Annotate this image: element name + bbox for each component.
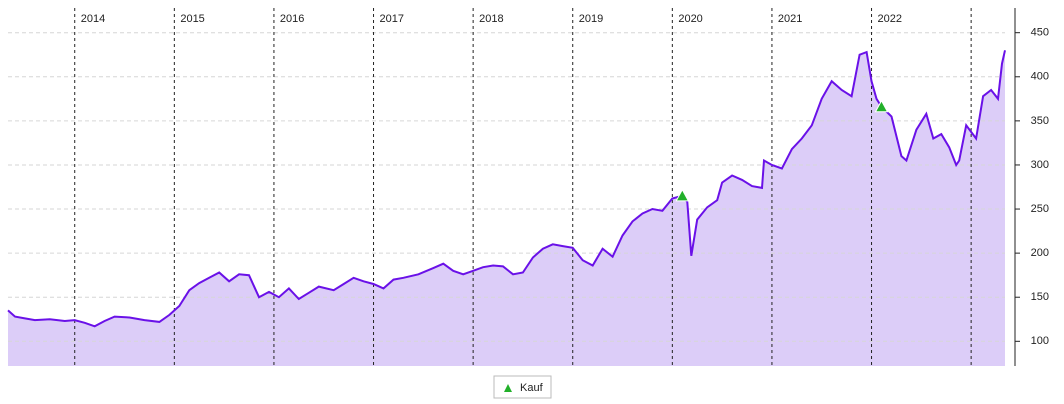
x-tick-label: 2021 bbox=[778, 13, 802, 25]
y-tick-label: 350 bbox=[1031, 115, 1049, 127]
x-tick-label: 2020 bbox=[678, 13, 702, 25]
legend: Kauf bbox=[493, 375, 552, 399]
buy-marker bbox=[874, 99, 889, 113]
x-tick-label: 2017 bbox=[380, 13, 404, 25]
legend-swatch bbox=[504, 384, 512, 392]
y-tick-label: 100 bbox=[1031, 335, 1049, 347]
y-tick-label: 400 bbox=[1031, 71, 1049, 83]
y-tick-label: 300 bbox=[1031, 159, 1049, 171]
x-tick-label: 2016 bbox=[280, 13, 304, 25]
x-tick-label: 2015 bbox=[180, 13, 204, 25]
y-tick-label: 250 bbox=[1031, 203, 1049, 215]
x-tick-label: 2019 bbox=[579, 13, 603, 25]
area-fill bbox=[8, 50, 1005, 367]
price-line bbox=[7, 50, 1006, 328]
buy-marker bbox=[675, 188, 690, 202]
y-tick-label: 150 bbox=[1031, 291, 1049, 303]
legend-label: Kauf bbox=[520, 382, 544, 394]
x-tick-label: 2022 bbox=[878, 13, 902, 25]
x-tick-label: 2018 bbox=[479, 13, 503, 25]
legend-box bbox=[493, 375, 552, 399]
y-tick-label: 450 bbox=[1031, 27, 1049, 39]
y-tick-label: 200 bbox=[1031, 247, 1049, 259]
x-tick-label: 2014 bbox=[81, 13, 105, 25]
